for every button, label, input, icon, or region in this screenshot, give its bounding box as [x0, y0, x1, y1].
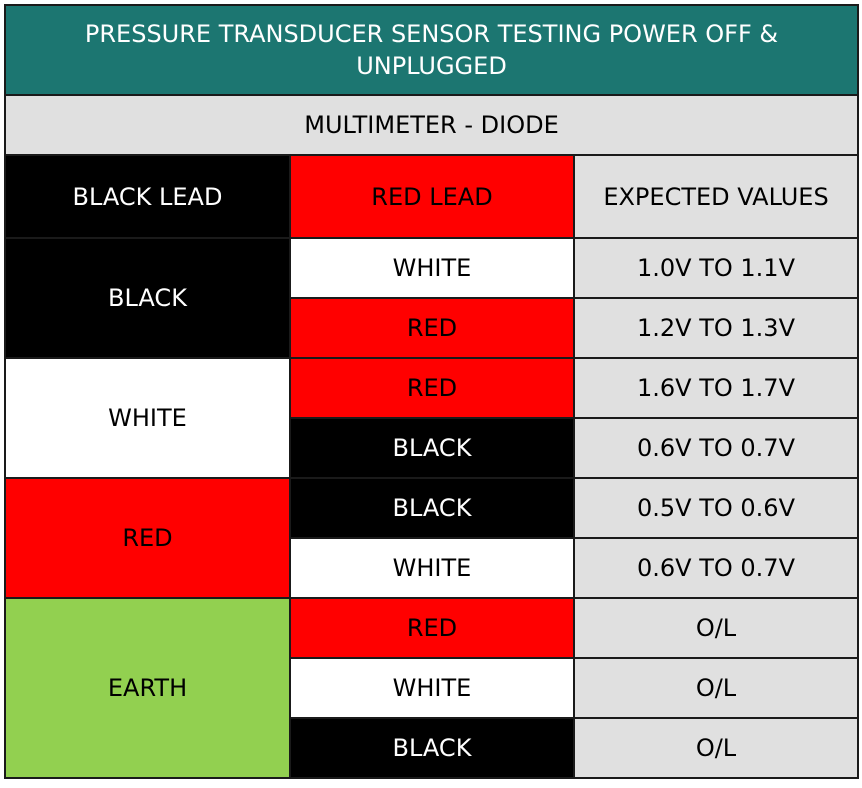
- table-subtitle: MULTIMETER - DIODE: [3, 94, 860, 156]
- red-lead-cell: WHITE: [289, 537, 575, 599]
- black-lead-red: RED: [4, 477, 291, 599]
- red-lead-cell: RED: [289, 357, 575, 419]
- header-expected-values: EXPECTED VALUES: [572, 154, 860, 239]
- diode-test-table: PRESSURE TRANSDUCER SENSOR TESTING POWER…: [3, 4, 860, 779]
- table-title: PRESSURE TRANSDUCER SENSOR TESTING POWER…: [3, 4, 860, 96]
- expected-value-cell: 0.6V TO 0.7V: [572, 537, 860, 599]
- expected-value-cell: O/L: [572, 717, 860, 779]
- black-lead-white: WHITE: [4, 357, 291, 479]
- table-row: WHITE 0.6V TO 0.7V: [5, 537, 860, 599]
- red-lead-cell: BLACK: [289, 417, 575, 479]
- expected-value-cell: 0.5V TO 0.6V: [572, 477, 860, 539]
- expected-value-cell: 1.2V TO 1.3V: [572, 297, 860, 359]
- title-row: PRESSURE TRANSDUCER SENSOR TESTING POWER…: [3, 4, 860, 96]
- table-row: BLACK 0.6V TO 0.7V: [5, 417, 860, 479]
- expected-value-cell: O/L: [572, 657, 860, 719]
- expected-value-cell: 1.6V TO 1.7V: [572, 357, 860, 419]
- table-row: BLACK WHITE 1.0V TO 1.1V: [4, 237, 860, 359]
- table-row: RED 1.2V TO 1.3V: [5, 297, 860, 359]
- expected-value-cell: 0.6V TO 0.7V: [572, 417, 860, 479]
- red-lead-cell: BLACK: [289, 477, 575, 539]
- table-row: WHITE O/L: [5, 657, 860, 719]
- header-row: BLACK LEAD RED LEAD EXPECTED VALUES: [4, 154, 860, 239]
- red-lead-cell: BLACK: [289, 717, 575, 779]
- expected-value-cell: O/L: [572, 597, 860, 659]
- table-row: BLACK O/L: [5, 717, 860, 779]
- red-lead-cell: RED: [289, 597, 575, 659]
- table-row: RED BLACK 0.5V TO 0.6V: [4, 477, 860, 599]
- expected-value-cell: 1.0V TO 1.1V: [572, 237, 860, 299]
- table-row: EARTH RED O/L: [4, 597, 860, 779]
- red-lead-cell: WHITE: [289, 237, 575, 299]
- header-black-lead: BLACK LEAD: [4, 154, 291, 239]
- header-red-lead: RED LEAD: [289, 154, 575, 239]
- red-lead-cell: WHITE: [289, 657, 575, 719]
- black-lead-black: BLACK: [4, 237, 291, 359]
- test-sheet: PRESSURE TRANSDUCER SENSOR TESTING POWER…: [3, 4, 860, 784]
- black-lead-earth: EARTH: [4, 597, 291, 779]
- subtitle-row: MULTIMETER - DIODE: [3, 94, 860, 156]
- table-row: WHITE RED 1.6V TO 1.7V: [4, 357, 860, 479]
- red-lead-cell: RED: [289, 297, 575, 359]
